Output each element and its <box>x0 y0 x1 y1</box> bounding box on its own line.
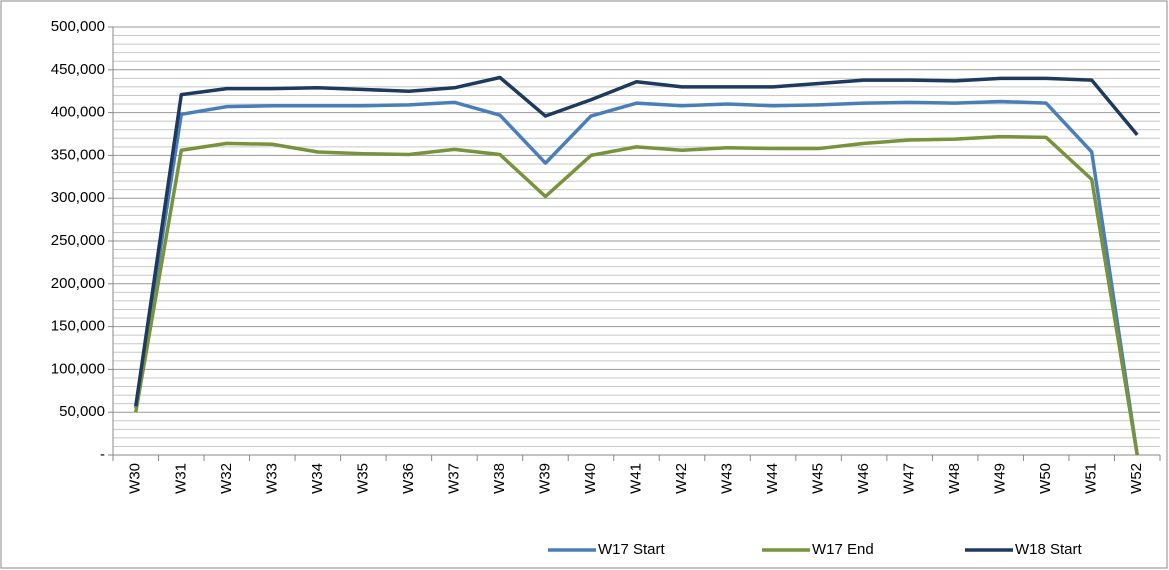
y-tick-label: 300,000 <box>51 189 105 206</box>
y-tick-label: 500,000 <box>51 18 105 35</box>
x-tick-label: W49 <box>992 463 1009 494</box>
y-tick-label: 50,000 <box>59 403 105 420</box>
x-tick-label: W46 <box>855 463 872 494</box>
x-tick-label: W51 <box>1083 463 1100 494</box>
legend-label: W18 Start <box>1015 541 1083 558</box>
series-line <box>134 75 1139 407</box>
y-tick-label: - <box>100 446 105 463</box>
y-tick-label: 400,000 <box>51 104 105 121</box>
x-tick-label: W38 <box>491 463 508 494</box>
x-tick-label: W31 <box>172 463 189 494</box>
x-tick-label: W32 <box>218 463 235 494</box>
legend-label: W17 End <box>812 541 874 558</box>
x-tick-label: W34 <box>309 463 326 494</box>
y-tick-label: 250,000 <box>51 232 105 249</box>
x-tick-label: W52 <box>1128 463 1145 494</box>
x-tick-label: W47 <box>901 463 918 494</box>
x-tick-label: W33 <box>263 463 280 494</box>
x-tick-label: W30 <box>127 463 144 494</box>
y-tick-label: 350,000 <box>51 146 105 163</box>
x-tick-label: W43 <box>719 463 736 494</box>
x-tick-label: W44 <box>764 463 781 494</box>
x-tick-label: W42 <box>673 463 690 494</box>
x-tick-label: W35 <box>354 463 371 494</box>
y-tick-label: 100,000 <box>51 360 105 377</box>
x-tick-label: W50 <box>1037 463 1054 494</box>
x-tick-label: W48 <box>946 463 963 494</box>
x-tick-label: W37 <box>445 463 462 494</box>
y-tick-label: 200,000 <box>51 275 105 292</box>
x-tick-label: W41 <box>627 463 644 494</box>
x-tick-label: W40 <box>582 463 599 494</box>
y-tick-label: 150,000 <box>51 318 105 335</box>
legend-label: W17 Start <box>598 541 666 558</box>
series-line <box>134 99 1139 456</box>
x-tick-label: W45 <box>810 463 827 494</box>
x-tick-label: W39 <box>536 463 553 494</box>
x-tick-label: W36 <box>400 463 417 494</box>
series-line <box>134 134 1139 456</box>
y-tick-label: 450,000 <box>51 61 105 78</box>
